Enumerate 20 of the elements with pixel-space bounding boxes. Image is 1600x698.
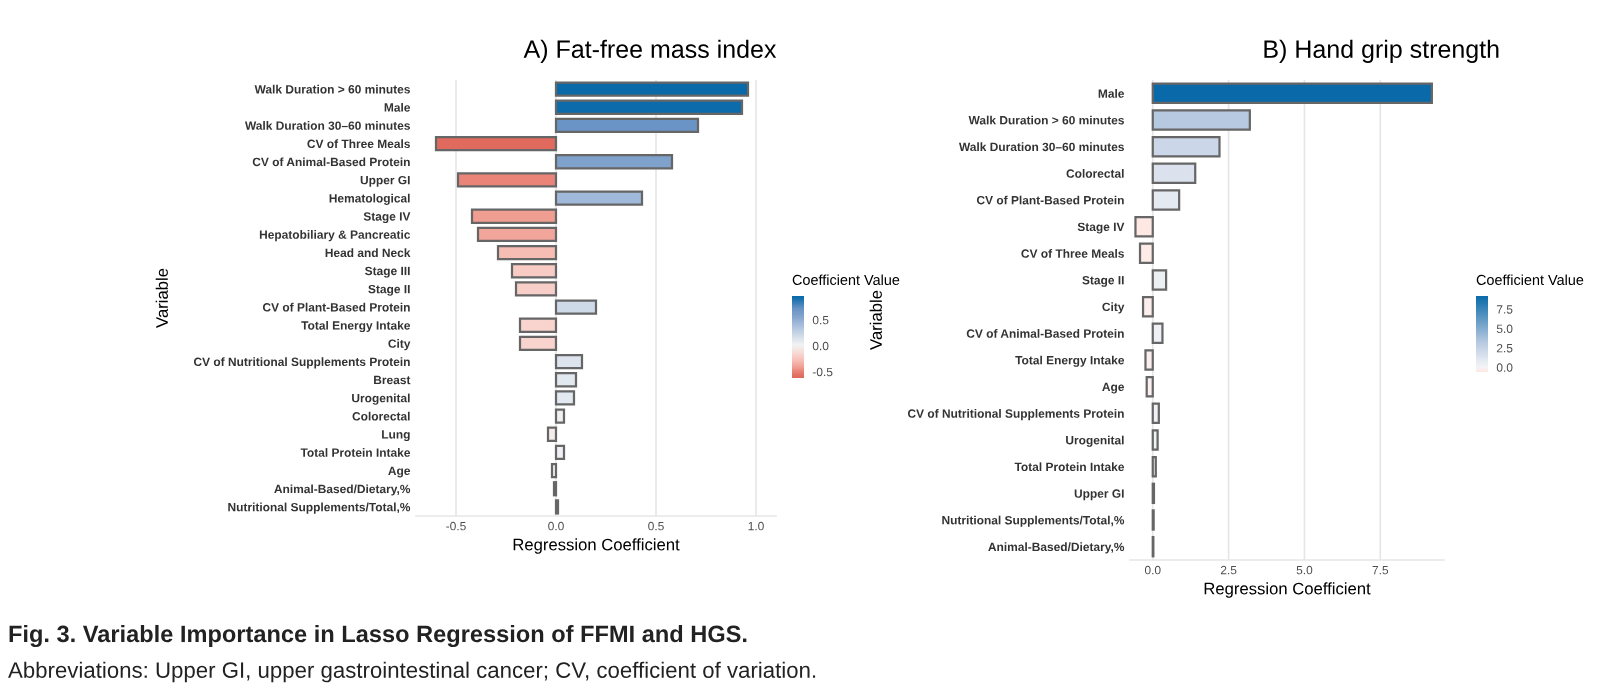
bar	[1151, 82, 1433, 105]
x-axis-title: Regression Coefficient	[513, 538, 680, 554]
bar	[1151, 322, 1164, 345]
bar	[1144, 349, 1154, 371]
bar	[1151, 402, 1160, 425]
y-axis-title: Variable	[155, 268, 168, 328]
chart-title: B) Hand grip strength	[1264, 39, 1499, 63]
bar	[1151, 135, 1221, 158]
bar	[1141, 295, 1154, 318]
x-axis-title: Regression Coefficient	[1204, 582, 1371, 598]
chart-title: A) Fat-free mass index	[523, 39, 777, 63]
bar	[1134, 215, 1154, 238]
bar	[1151, 269, 1168, 291]
bar	[1151, 429, 1159, 451]
bar	[1151, 109, 1251, 131]
bar	[1145, 375, 1154, 398]
bar	[1138, 242, 1154, 265]
caption: Fig. 3. Variable Importance in Lasso Regression of FFMI and HGS.	[9, 624, 747, 648]
y-axis-title: Variable	[869, 290, 882, 350]
text: Abbreviations: Upper GI, upper gastrointestinal cancer; CV, coefficient of variation.	[8, 661, 816, 683]
